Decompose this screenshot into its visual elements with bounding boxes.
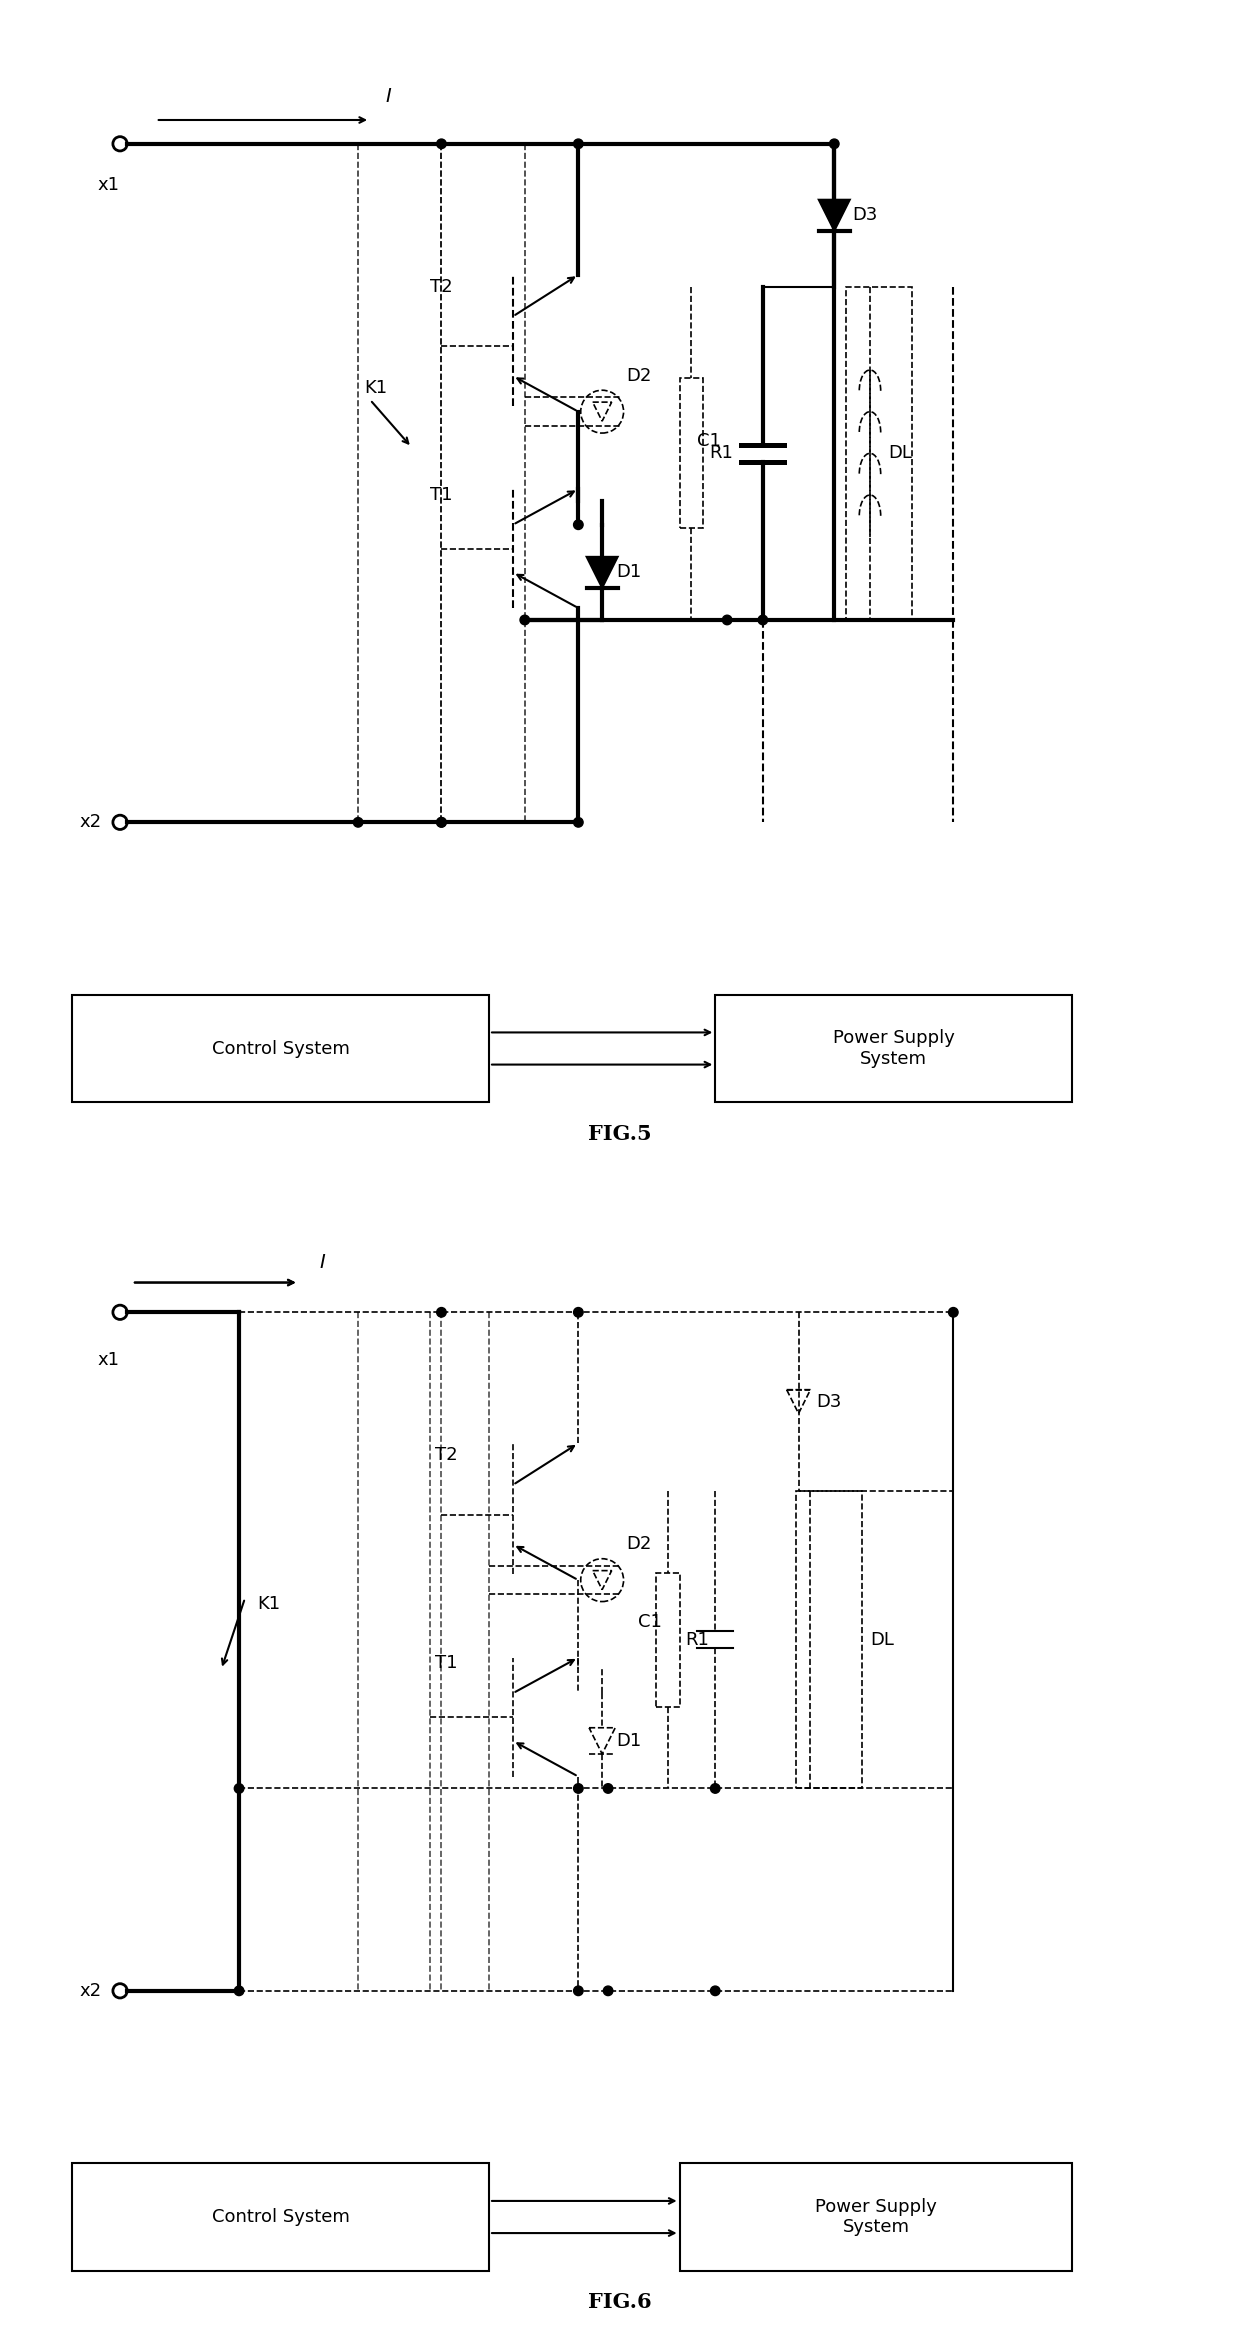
Circle shape xyxy=(574,519,583,530)
Circle shape xyxy=(436,818,446,827)
Text: D1: D1 xyxy=(616,1732,641,1750)
Text: T1: T1 xyxy=(435,1655,458,1673)
Text: C1: C1 xyxy=(697,432,722,451)
Text: D2: D2 xyxy=(626,367,651,386)
Text: x2: x2 xyxy=(79,813,102,832)
Bar xyxy=(680,379,703,528)
Circle shape xyxy=(436,138,446,150)
Circle shape xyxy=(436,818,446,827)
Text: K1: K1 xyxy=(365,379,388,397)
Text: FIG.6: FIG.6 xyxy=(588,2293,652,2311)
Circle shape xyxy=(723,615,732,624)
Text: x2: x2 xyxy=(79,1982,102,2000)
Text: T2: T2 xyxy=(435,1447,458,1465)
Text: I: I xyxy=(384,86,391,105)
Circle shape xyxy=(830,138,839,150)
Bar xyxy=(715,996,1073,1103)
Circle shape xyxy=(436,1306,446,1318)
Circle shape xyxy=(604,1986,613,1996)
Bar xyxy=(796,1491,862,1788)
Text: Control System: Control System xyxy=(212,1040,350,1059)
Circle shape xyxy=(520,615,529,624)
Circle shape xyxy=(758,615,768,624)
Text: K1: K1 xyxy=(257,1594,280,1613)
Bar xyxy=(656,1573,680,1706)
Circle shape xyxy=(574,818,583,827)
Text: C1: C1 xyxy=(637,1613,662,1631)
Circle shape xyxy=(711,1783,720,1792)
Circle shape xyxy=(949,1306,959,1318)
Circle shape xyxy=(574,1306,583,1318)
Text: T2: T2 xyxy=(429,278,453,297)
Circle shape xyxy=(711,1986,720,1996)
Circle shape xyxy=(604,1783,613,1792)
Text: Power Supply
System: Power Supply System xyxy=(815,2197,937,2237)
Text: D3: D3 xyxy=(816,1393,842,1412)
Text: T1: T1 xyxy=(429,486,453,505)
Text: x1: x1 xyxy=(97,1351,119,1369)
Text: D1: D1 xyxy=(616,563,641,582)
Bar xyxy=(846,287,911,619)
Bar xyxy=(72,996,489,1103)
Text: R1: R1 xyxy=(709,444,733,463)
Polygon shape xyxy=(587,556,618,589)
Text: DL: DL xyxy=(870,1631,894,1648)
Circle shape xyxy=(574,1986,583,1996)
Polygon shape xyxy=(818,199,849,231)
Text: I: I xyxy=(320,1253,325,1271)
Circle shape xyxy=(234,1986,244,1996)
Bar xyxy=(72,2164,489,2272)
Text: FIG.5: FIG.5 xyxy=(588,1124,652,1143)
Text: R1: R1 xyxy=(686,1631,709,1648)
Text: Control System: Control System xyxy=(212,2208,350,2227)
Text: DL: DL xyxy=(888,444,911,463)
Circle shape xyxy=(353,818,363,827)
Circle shape xyxy=(574,1783,583,1792)
Text: D2: D2 xyxy=(626,1535,651,1554)
Circle shape xyxy=(574,138,583,150)
Bar xyxy=(680,2164,1073,2272)
Circle shape xyxy=(234,1783,244,1792)
Text: x1: x1 xyxy=(97,178,119,194)
Text: Power Supply
System: Power Supply System xyxy=(833,1028,955,1068)
Text: D3: D3 xyxy=(852,206,878,224)
